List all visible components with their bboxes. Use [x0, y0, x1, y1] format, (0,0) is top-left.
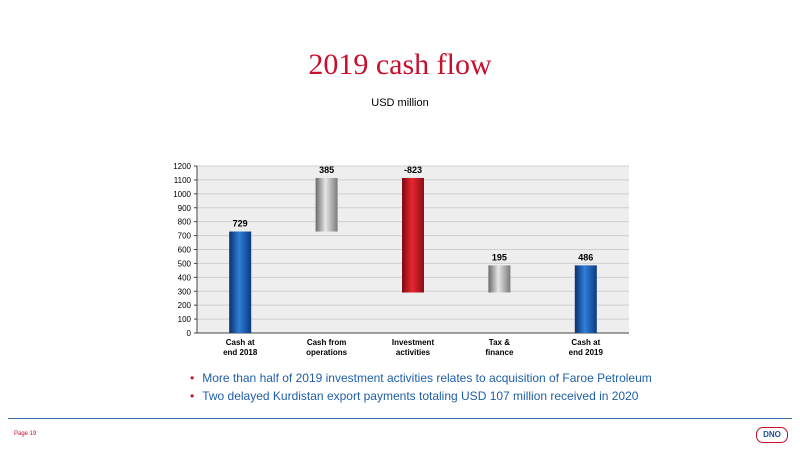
y-tick-label: 400 [178, 273, 192, 282]
dno-logo: DNO [756, 427, 788, 443]
bar-2 [315, 177, 338, 232]
y-tick-label: 0 [187, 329, 192, 338]
bar-value-label: -823 [404, 165, 422, 175]
bullet-list: • More than half of 2019 investment activ… [190, 371, 652, 407]
y-tick-label: 600 [178, 246, 192, 255]
y-tick-label: 500 [178, 259, 192, 268]
y-tick-label: 1100 [174, 176, 192, 185]
bars: 729 385 -823 195 486 [229, 165, 597, 333]
y-tick-label: 800 [178, 218, 192, 227]
y-tick-label: 900 [178, 204, 192, 213]
footer-divider [8, 418, 792, 419]
x-category-label: Tax & finance [485, 338, 514, 357]
y-tick-label: 700 [178, 232, 192, 241]
bar-value-label: 486 [578, 252, 593, 262]
bullet-marker: • [190, 371, 195, 385]
page-number: Page 19 [14, 431, 37, 437]
y-tick-label: 1200 [173, 162, 191, 171]
bullet-text: Two delayed Kurdistan export payments to… [202, 389, 639, 403]
y-tick-label: 200 [178, 301, 192, 310]
bullet-item: • More than half of 2019 investment activ… [190, 371, 652, 385]
x-axis-labels: Cash at end 2018 Cash from operations Invest… [223, 338, 603, 357]
page-title: 2019 cash flow [308, 48, 492, 81]
x-category-label: Cash at end 2019 [569, 338, 604, 357]
bar-value-label: 385 [319, 165, 334, 175]
bullet-text: More than half of 2019 investment activi… [202, 371, 652, 385]
x-category-label: Cash at end 2018 [223, 338, 258, 357]
y-tick-label: 300 [178, 287, 192, 296]
bar-4 [488, 265, 511, 293]
bar-1 [229, 231, 252, 333]
y-axis-ticks: 0 100 200 300 400 500 600 700 800 900 1000 1100 1200 [173, 162, 197, 338]
bar-3 [402, 177, 424, 293]
bullet-marker: • [190, 389, 195, 403]
bullet-item: • Two delayed Kurdistan export payments t… [190, 389, 652, 403]
bar-value-label: 195 [492, 252, 507, 262]
bar-value-label: 729 [233, 219, 248, 229]
x-category-label: Investment activities [392, 338, 435, 357]
chart-subtitle: USD million [371, 97, 429, 109]
x-category-label: Cash from operations [306, 338, 347, 357]
y-tick-label: 1000 [173, 190, 191, 199]
bar-5 [574, 265, 597, 333]
y-tick-label: 100 [178, 315, 192, 324]
